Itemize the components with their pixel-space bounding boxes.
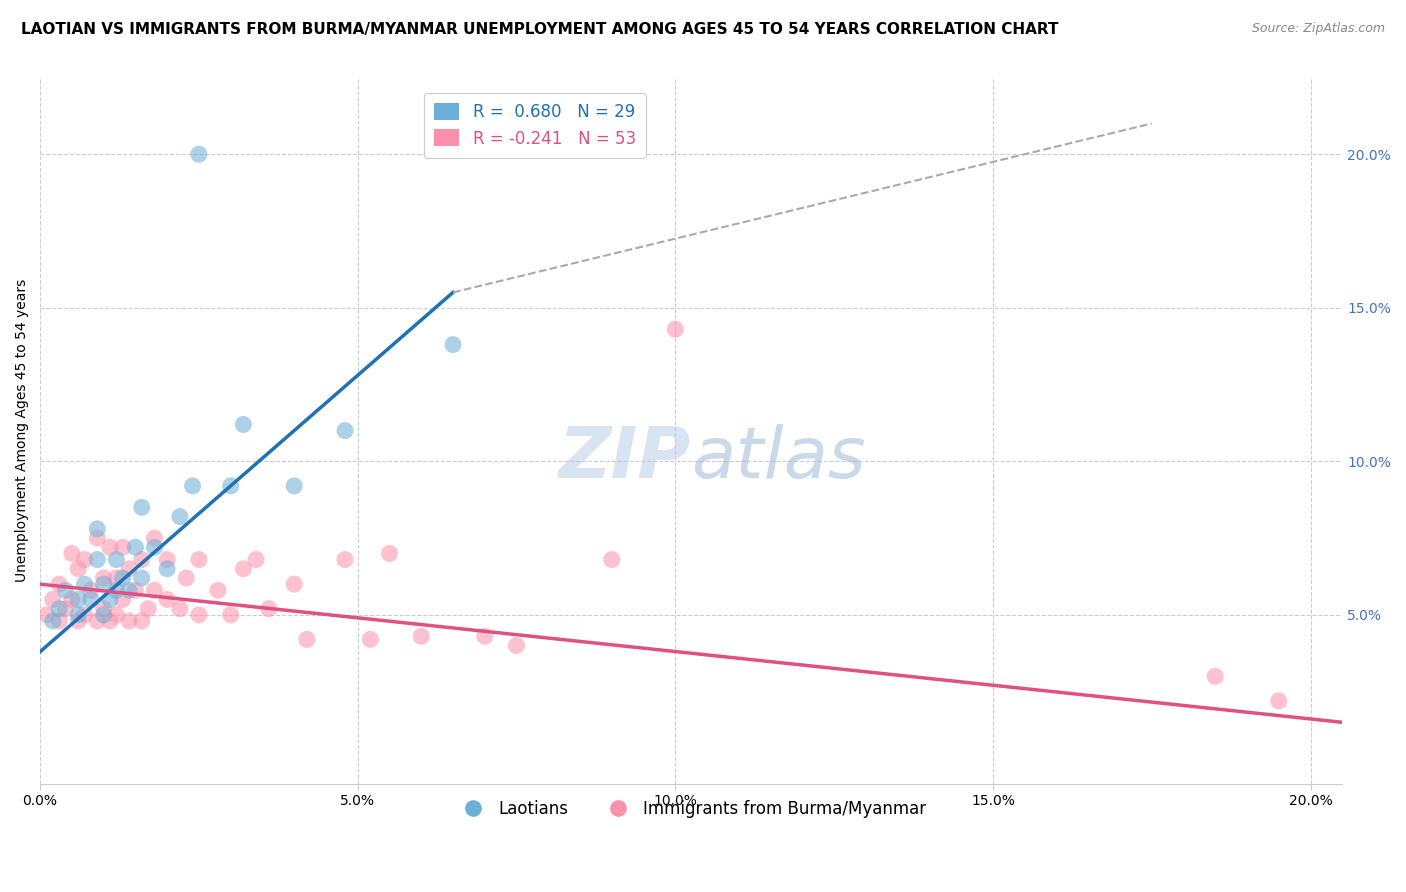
- Point: [48, 614, 70, 628]
- Point: [105, 607, 128, 622]
- Point: [257, 601, 280, 615]
- Point: [73, 607, 96, 622]
- Point: [67, 592, 90, 607]
- Point: [93, 577, 115, 591]
- Point: [111, 592, 134, 607]
- Point: [118, 614, 141, 628]
- Point: [55, 601, 77, 615]
- Point: [378, 546, 401, 560]
- Point: [232, 562, 254, 576]
- Point: [333, 424, 356, 438]
- Point: [98, 614, 121, 628]
- Point: [143, 531, 166, 545]
- Point: [105, 583, 128, 598]
- Point: [67, 562, 90, 576]
- Y-axis label: Unemployment Among Ages 45 to 54 years: Unemployment Among Ages 45 to 54 years: [15, 279, 30, 582]
- Point: [124, 541, 146, 555]
- Point: [156, 552, 179, 566]
- Point: [124, 583, 146, 598]
- Point: [98, 592, 121, 607]
- Point: [283, 577, 305, 591]
- Point: [245, 552, 267, 566]
- Point: [73, 577, 96, 591]
- Point: [187, 552, 209, 566]
- Point: [441, 337, 464, 351]
- Point: [35, 607, 58, 622]
- Point: [187, 607, 209, 622]
- Point: [219, 607, 242, 622]
- Point: [67, 614, 90, 628]
- Point: [73, 552, 96, 566]
- Point: [111, 571, 134, 585]
- Point: [118, 583, 141, 598]
- Point: [169, 509, 191, 524]
- Point: [411, 629, 433, 643]
- Point: [105, 552, 128, 566]
- Text: Source: ZipAtlas.com: Source: ZipAtlas.com: [1251, 22, 1385, 36]
- Text: LAOTIAN VS IMMIGRANTS FROM BURMA/MYANMAR UNEMPLOYMENT AMONG AGES 45 TO 54 YEARS : LAOTIAN VS IMMIGRANTS FROM BURMA/MYANMAR…: [21, 22, 1059, 37]
- Point: [333, 552, 356, 566]
- Point: [505, 639, 527, 653]
- Point: [93, 607, 115, 622]
- Point: [283, 479, 305, 493]
- Point: [48, 577, 70, 591]
- Point: [93, 601, 115, 615]
- Point: [664, 322, 686, 336]
- Text: ZIP: ZIP: [560, 425, 692, 493]
- Point: [93, 571, 115, 585]
- Point: [295, 632, 318, 647]
- Point: [1267, 694, 1289, 708]
- Point: [131, 552, 153, 566]
- Point: [187, 147, 209, 161]
- Point: [143, 583, 166, 598]
- Point: [600, 552, 623, 566]
- Point: [55, 583, 77, 598]
- Point: [86, 614, 108, 628]
- Point: [42, 592, 65, 607]
- Point: [118, 562, 141, 576]
- Point: [60, 546, 83, 560]
- Point: [207, 583, 229, 598]
- Point: [181, 479, 204, 493]
- Point: [131, 571, 153, 585]
- Point: [474, 629, 496, 643]
- Point: [131, 500, 153, 515]
- Point: [86, 531, 108, 545]
- Point: [232, 417, 254, 432]
- Legend: Laotians, Immigrants from Burma/Myanmar: Laotians, Immigrants from Burma/Myanmar: [450, 794, 932, 825]
- Point: [131, 614, 153, 628]
- Point: [219, 479, 242, 493]
- Point: [48, 601, 70, 615]
- Point: [98, 541, 121, 555]
- Point: [42, 614, 65, 628]
- Point: [143, 541, 166, 555]
- Point: [169, 601, 191, 615]
- Point: [86, 522, 108, 536]
- Point: [359, 632, 381, 647]
- Point: [105, 571, 128, 585]
- Point: [80, 583, 103, 598]
- Point: [174, 571, 197, 585]
- Point: [111, 541, 134, 555]
- Point: [67, 607, 90, 622]
- Point: [156, 562, 179, 576]
- Point: [156, 592, 179, 607]
- Point: [60, 592, 83, 607]
- Point: [80, 592, 103, 607]
- Text: atlas: atlas: [692, 425, 866, 493]
- Point: [1204, 669, 1226, 683]
- Point: [136, 601, 159, 615]
- Point: [86, 552, 108, 566]
